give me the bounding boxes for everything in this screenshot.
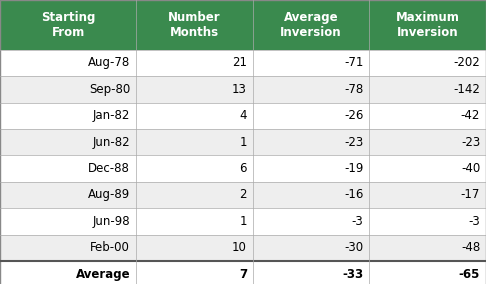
Bar	[0, 235, 486, 261]
Text: Dec-88: Dec-88	[88, 162, 130, 175]
Text: -3: -3	[352, 215, 364, 228]
Bar	[0, 208, 486, 235]
Text: Starting
From: Starting From	[41, 11, 95, 39]
Text: 13: 13	[232, 83, 247, 96]
Text: 21: 21	[232, 57, 247, 69]
Text: 1: 1	[240, 215, 247, 228]
Bar	[0, 129, 486, 155]
Text: Jun-98: Jun-98	[93, 215, 130, 228]
Text: Aug-89: Aug-89	[88, 189, 130, 201]
Bar	[0, 103, 486, 129]
Text: -23: -23	[461, 136, 480, 149]
Text: -71: -71	[344, 57, 364, 69]
Text: Sep-80: Sep-80	[89, 83, 130, 96]
Text: Aug-78: Aug-78	[88, 57, 130, 69]
Text: 10: 10	[232, 241, 247, 254]
Text: Feb-00: Feb-00	[90, 241, 130, 254]
Text: -78: -78	[344, 83, 364, 96]
Text: -30: -30	[345, 241, 364, 254]
Text: Maximum
Inversion: Maximum Inversion	[396, 11, 460, 39]
Text: Jan-82: Jan-82	[93, 109, 130, 122]
Text: -16: -16	[344, 189, 364, 201]
Bar	[0, 0, 486, 50]
Bar	[0, 182, 486, 208]
Text: -23: -23	[344, 136, 364, 149]
Text: -26: -26	[344, 109, 364, 122]
Text: -48: -48	[461, 241, 480, 254]
Text: Number
Months: Number Months	[168, 11, 221, 39]
Text: 1: 1	[240, 136, 247, 149]
Bar	[0, 261, 486, 284]
Text: -33: -33	[343, 268, 364, 281]
Text: 6: 6	[240, 162, 247, 175]
Text: -19: -19	[344, 162, 364, 175]
Bar	[0, 50, 486, 76]
Text: -202: -202	[453, 57, 480, 69]
Text: 4: 4	[240, 109, 247, 122]
Text: 7: 7	[239, 268, 247, 281]
Bar	[0, 155, 486, 182]
Text: -65: -65	[459, 268, 480, 281]
Text: 2: 2	[240, 189, 247, 201]
Bar	[0, 76, 486, 103]
Text: Jun-82: Jun-82	[93, 136, 130, 149]
Text: Average: Average	[76, 268, 130, 281]
Text: -42: -42	[461, 109, 480, 122]
Text: -17: -17	[461, 189, 480, 201]
Text: Average
Inversion: Average Inversion	[280, 11, 342, 39]
Text: -142: -142	[453, 83, 480, 96]
Text: -3: -3	[469, 215, 480, 228]
Text: -40: -40	[461, 162, 480, 175]
